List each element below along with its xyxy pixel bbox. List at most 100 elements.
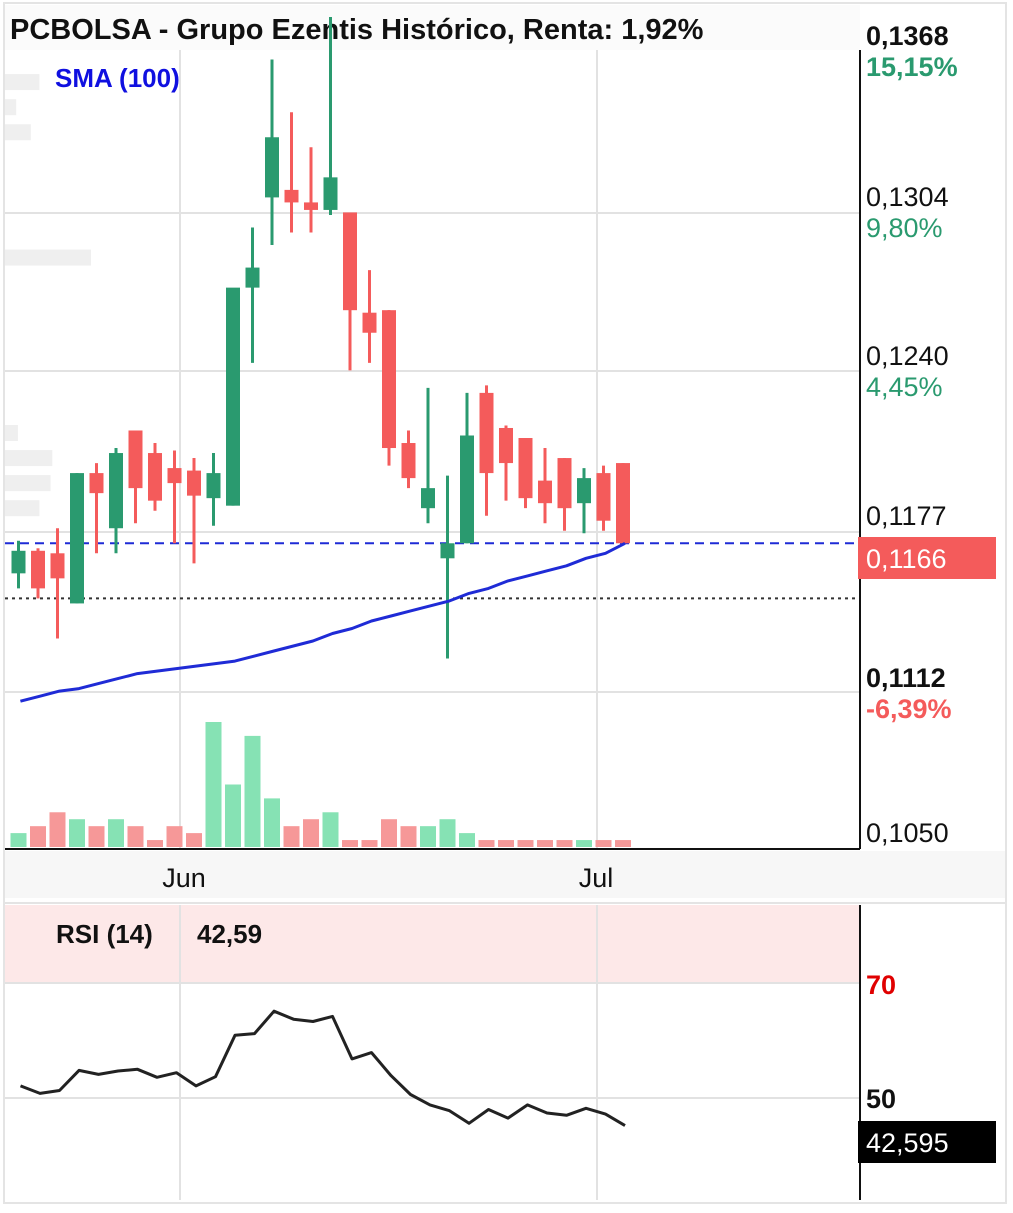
volume-profile-bar bbox=[5, 475, 51, 492]
volume-bar bbox=[147, 840, 163, 847]
volume-bar bbox=[283, 826, 300, 847]
candle-body bbox=[109, 453, 123, 529]
price-tick-label: 0,1240 bbox=[866, 341, 949, 371]
candle-body bbox=[148, 453, 162, 501]
rsi-value-tag bbox=[858, 1121, 996, 1163]
volume-bar bbox=[400, 826, 417, 847]
candle-body bbox=[187, 470, 201, 496]
candle-body bbox=[70, 473, 84, 604]
price-tick-percent: 15,15% bbox=[866, 52, 958, 82]
candle-body bbox=[401, 443, 416, 479]
candle-body bbox=[538, 480, 552, 504]
volume-profile-bar bbox=[5, 124, 31, 141]
volume-profile-bar bbox=[5, 450, 53, 467]
price-tick-label: 0,1050 bbox=[866, 818, 949, 848]
candle-body bbox=[421, 488, 435, 509]
candle-body bbox=[11, 550, 26, 574]
chart-title: PCBOLSA - Grupo Ezentis Histórico, Renta… bbox=[10, 14, 704, 46]
candle-body bbox=[362, 312, 377, 333]
sma-legend-label: SMA (100) bbox=[55, 63, 180, 93]
candlesticks bbox=[11, 16, 630, 659]
candle-body bbox=[304, 202, 318, 210]
candle-body bbox=[518, 438, 533, 499]
volume-bar bbox=[264, 798, 280, 847]
volume-bar bbox=[303, 819, 319, 847]
candle-body bbox=[499, 427, 513, 464]
volume-profile-bar bbox=[5, 74, 40, 91]
volume-profile-bar bbox=[5, 99, 17, 116]
candle-body bbox=[284, 189, 299, 203]
candle-body bbox=[31, 550, 45, 589]
rsi-line bbox=[19, 1009, 626, 1127]
rsi-tick-50: 50 bbox=[866, 1084, 896, 1114]
candle-body bbox=[89, 473, 104, 494]
candle-body bbox=[343, 212, 357, 311]
volume-bar bbox=[478, 840, 495, 847]
volume-bar bbox=[439, 819, 456, 847]
volume-bar bbox=[108, 819, 124, 847]
candle-body bbox=[265, 137, 279, 198]
volume-bar bbox=[127, 826, 144, 847]
volume-bar bbox=[576, 840, 592, 847]
volume-bars bbox=[10, 722, 631, 847]
title-band bbox=[5, 5, 860, 50]
volume-bar bbox=[69, 819, 85, 847]
volume-bar bbox=[49, 812, 66, 847]
volume-bar bbox=[615, 840, 631, 847]
volume-bar bbox=[30, 826, 46, 847]
x-tick-jun: Jun bbox=[162, 863, 206, 893]
rsi-label: RSI (14) bbox=[56, 919, 153, 949]
volume-bar bbox=[498, 840, 514, 847]
candle-body bbox=[577, 478, 591, 504]
candle-body bbox=[226, 287, 240, 506]
volume-bar bbox=[244, 735, 261, 847]
candle-body bbox=[50, 553, 65, 579]
price-tick-percent: 4,45% bbox=[866, 372, 943, 402]
candle-body bbox=[479, 392, 494, 474]
candle-body bbox=[206, 473, 221, 499]
candle-body bbox=[245, 267, 260, 288]
sma-line-group bbox=[20, 541, 626, 703]
candle-body bbox=[167, 468, 182, 484]
volume-bar bbox=[166, 826, 183, 847]
candle-body bbox=[596, 473, 611, 521]
volume-bar bbox=[556, 840, 573, 847]
volume-bar bbox=[186, 833, 202, 847]
volume-bar bbox=[322, 812, 339, 847]
rsi-gridlines bbox=[5, 905, 860, 1200]
last-price-label: 0,1166 bbox=[866, 544, 947, 574]
price-tick-label: 0,1368 bbox=[866, 21, 949, 51]
volume-bar bbox=[595, 840, 612, 847]
rsi-value-tag-label: 42,595 bbox=[866, 1128, 949, 1158]
candle-body bbox=[323, 177, 338, 210]
volume-profile-bar bbox=[5, 500, 40, 517]
x-tick-jul: Jul bbox=[579, 863, 614, 893]
volume-profile-bar bbox=[5, 249, 91, 266]
volume-profile bbox=[5, 74, 91, 517]
volume-bar bbox=[381, 819, 397, 847]
rsi-tick-70: 70 bbox=[866, 970, 896, 1000]
volume-bar bbox=[517, 840, 534, 847]
volume-bar bbox=[10, 833, 27, 847]
date-axis-band bbox=[5, 851, 1005, 898]
price-tick-percent: -6,39% bbox=[866, 694, 952, 724]
sma-line bbox=[20, 541, 626, 703]
price-tick-label: 0,1304 bbox=[866, 182, 949, 212]
volume-bar bbox=[420, 826, 436, 847]
main-gridlines bbox=[5, 50, 860, 849]
volume-bar bbox=[361, 840, 378, 847]
candle-body bbox=[557, 458, 572, 509]
volume-profile-bar bbox=[5, 424, 18, 441]
candle-body bbox=[460, 435, 474, 544]
price-tick-label: 0,1177 bbox=[866, 501, 947, 531]
candle-body bbox=[382, 310, 396, 449]
volume-bar bbox=[205, 722, 222, 847]
volume-bar bbox=[537, 840, 553, 847]
volume-bar bbox=[459, 833, 475, 847]
volume-bar bbox=[88, 826, 105, 847]
volume-bar bbox=[225, 784, 241, 847]
